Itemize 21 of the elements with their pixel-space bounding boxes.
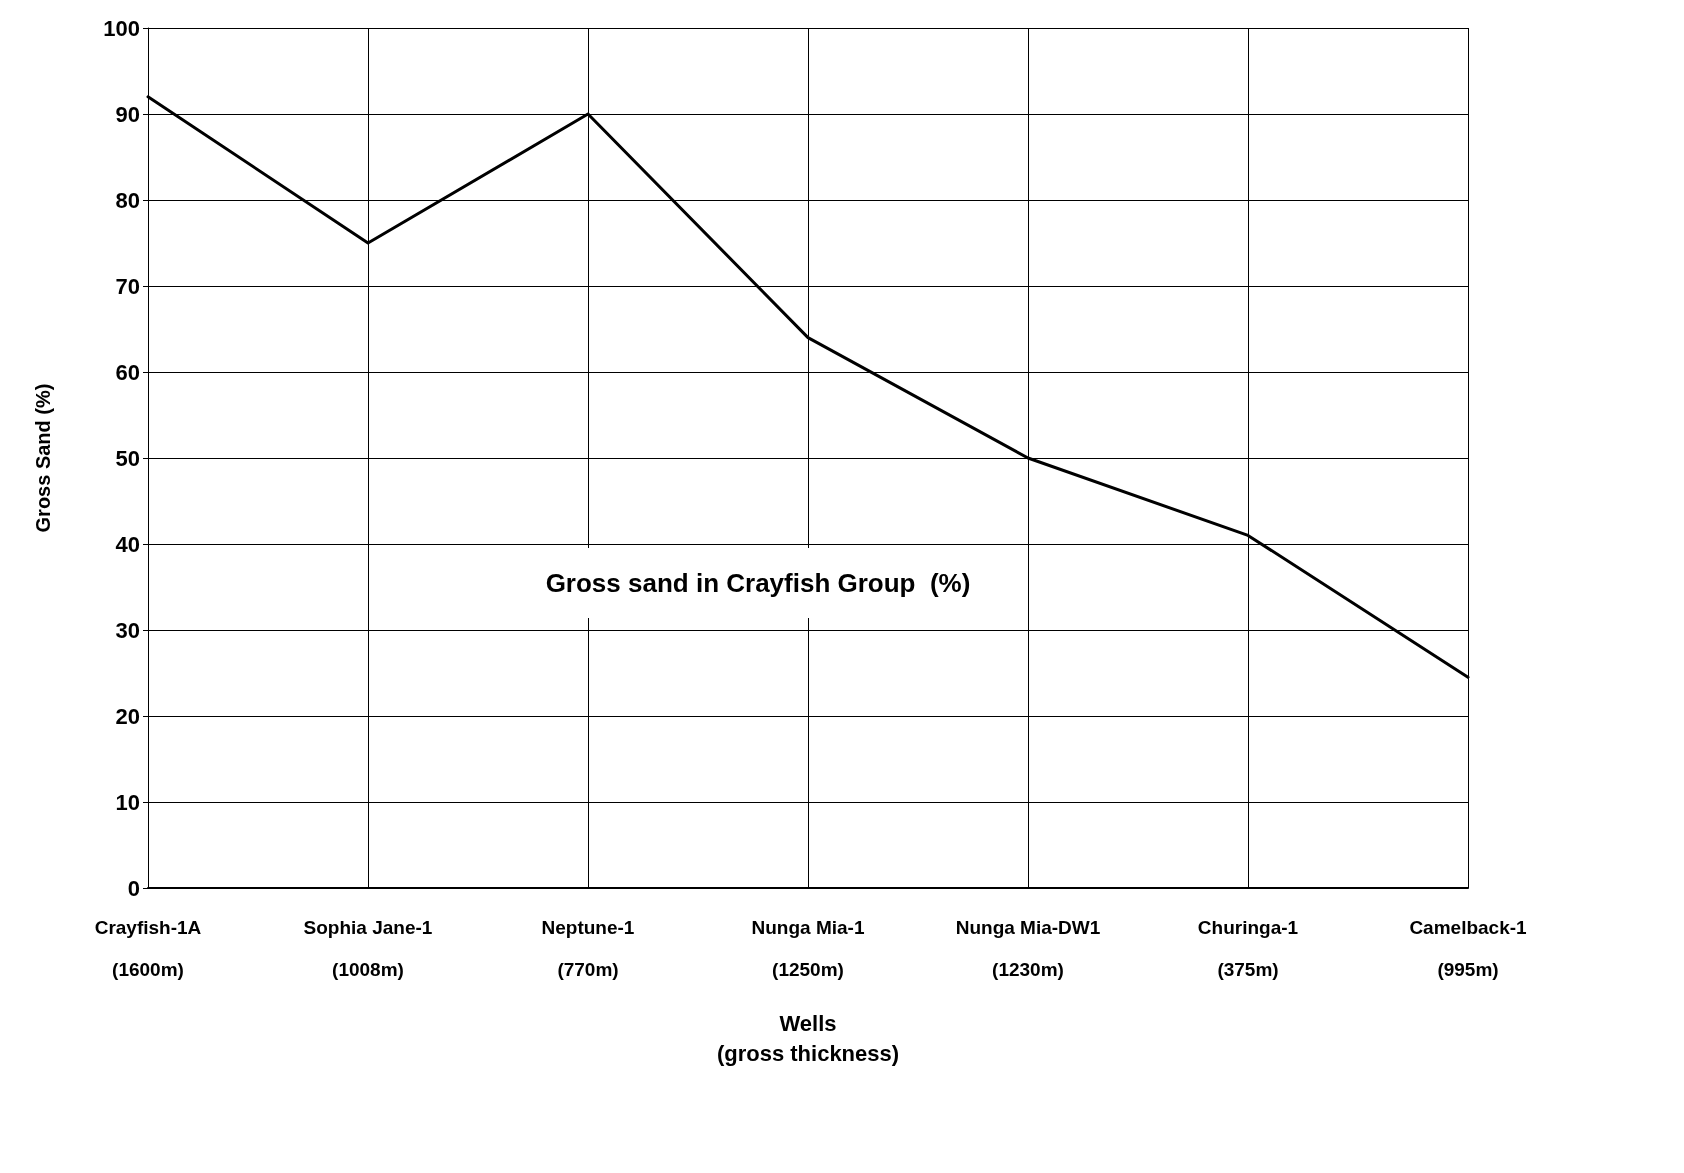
x-tick-label: Nunga Mia-DW1 (1230m) <box>955 916 1101 980</box>
y-tick-label: 60 <box>115 359 140 385</box>
y-tick-label: 20 <box>115 703 140 729</box>
x-tick-label: Crayfish-1A (1600m) <box>94 916 202 980</box>
y-tick-label: 40 <box>115 531 140 557</box>
x-tick-label: Sophia Jane-1 (1008m) <box>303 916 433 980</box>
x-tick-label: Camelback-1 (995m) <box>1409 916 1528 980</box>
x-axis-title: Wells (gross thickness) <box>716 1010 900 1066</box>
y-tick-label: 50 <box>115 445 140 471</box>
x-tick-label: Churinga-1 (375m) <box>1197 916 1299 980</box>
y-axis-title: Gross Sand (%) <box>32 383 54 533</box>
y-tick-label: 90 <box>115 101 140 127</box>
x-tick-label: Nunga Mia-1 (1250m) <box>751 916 865 980</box>
y-tick-label: 80 <box>115 187 140 213</box>
x-tick-label: Neptune-1 (770m) <box>541 916 635 980</box>
y-tick-label: 70 <box>115 273 140 299</box>
y-tick-label: 100 <box>103 15 140 41</box>
y-tick-label: 0 <box>127 875 140 901</box>
annotation: Gross sand in Crayfish Group (%) <box>545 568 971 598</box>
y-tick-label: 30 <box>115 617 140 643</box>
y-tick-label: 10 <box>115 789 140 815</box>
